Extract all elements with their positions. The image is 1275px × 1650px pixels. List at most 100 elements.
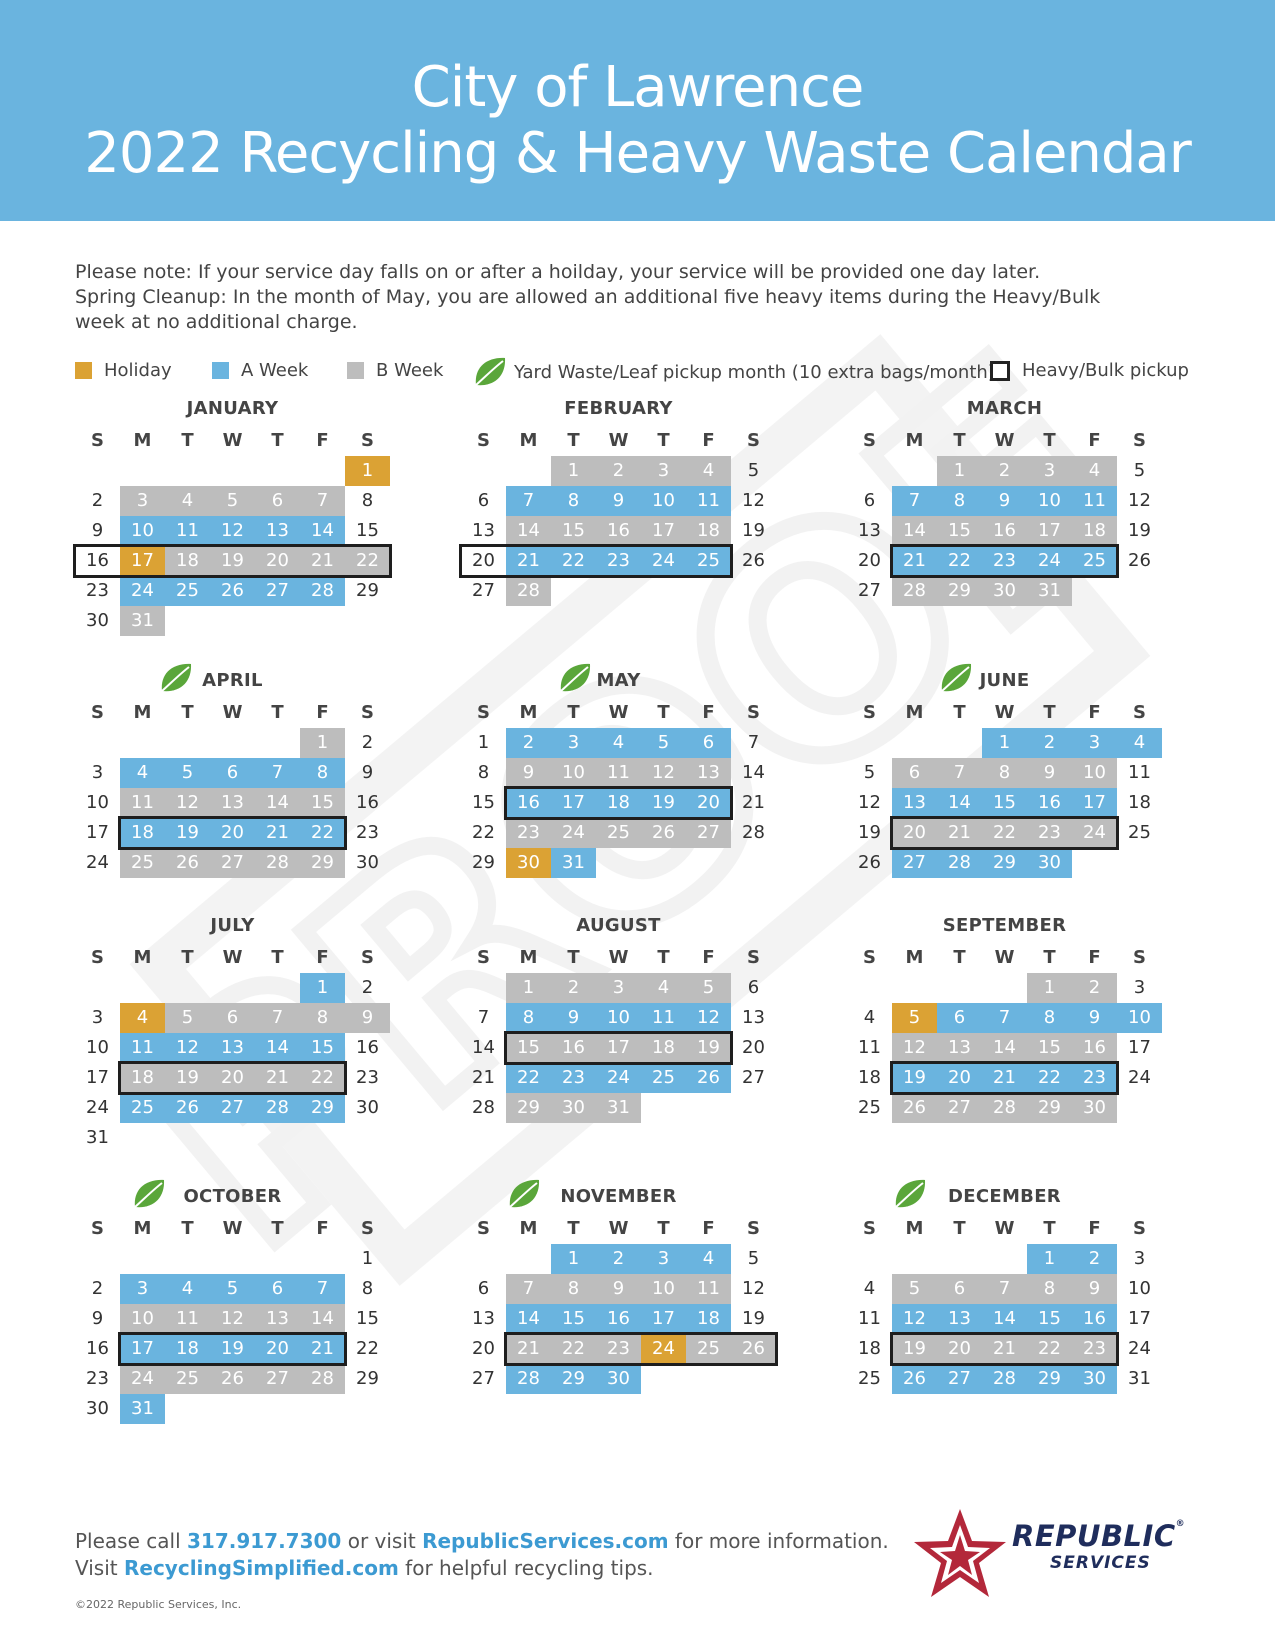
phone-number[interactable]: 317.917.7300 xyxy=(186,1529,342,1553)
day-cell: 30 xyxy=(551,1093,596,1123)
day-cell: 19 xyxy=(165,818,210,848)
day-cell: 9 xyxy=(91,520,104,541)
day-cell: 2 xyxy=(1072,973,1117,1003)
empty-cell xyxy=(892,973,937,1003)
day-cell: 31 xyxy=(86,1127,109,1148)
empty-cell xyxy=(847,728,892,758)
day-cell: 8 xyxy=(1027,1274,1072,1304)
day-cell: 7 xyxy=(300,486,345,516)
day-cell: 25 xyxy=(1072,546,1117,576)
day-cell: 8 xyxy=(361,1278,374,1299)
day-cell: 13 xyxy=(937,1033,982,1063)
empty-cell xyxy=(210,973,255,1003)
day-cell: 28 xyxy=(892,576,937,606)
day-cell: 4 xyxy=(120,758,165,788)
weekday-label: F xyxy=(702,430,715,451)
day-cell: 14 xyxy=(892,516,937,546)
day-cell: 29 xyxy=(356,1368,379,1389)
day-cell: 8 xyxy=(506,1003,551,1033)
day-cell: 20 xyxy=(892,818,937,848)
logo-text: REPUBLIC® SERVICES xyxy=(1012,1519,1185,1573)
logo-line2: SERVICES xyxy=(1050,1553,1151,1573)
day-cell: 25 xyxy=(1128,822,1151,843)
day-cell: 20 xyxy=(742,1037,765,1058)
day-cell: 18 xyxy=(641,1033,686,1063)
month-june: JUNE S M T W T F S 1 2 3 4 5 6 7 8 9 10 11 12 13 14 15 16 17 18 19… xyxy=(847,663,1162,878)
weekday-label: M xyxy=(133,1218,152,1239)
day-cell: 18 xyxy=(120,818,165,848)
day-cell: 11 xyxy=(596,758,641,788)
day-cell: 19 xyxy=(892,1334,937,1364)
day-cell: 20 xyxy=(472,1338,495,1359)
day-cell: 15 xyxy=(1027,1033,1072,1063)
day-cell: 29 xyxy=(1027,1093,1072,1123)
weekday-label: F xyxy=(1088,430,1101,451)
day-cell: 15 xyxy=(300,788,345,818)
holiday-swatch xyxy=(75,362,92,379)
day-cell: 24 xyxy=(1027,546,1072,576)
day-cell: 25 xyxy=(120,1093,165,1123)
day-cell: 2 xyxy=(596,456,641,486)
empty-cell xyxy=(120,456,165,486)
day-cell: 14 xyxy=(742,762,765,783)
day-cell: 19 xyxy=(686,1033,731,1063)
weekday-label: S xyxy=(361,947,374,968)
weekday-label: W xyxy=(608,1218,629,1239)
day-cell: 23 xyxy=(1072,1063,1117,1093)
day-cell: 26 xyxy=(1128,550,1151,571)
day-cell: 2 xyxy=(1072,1244,1117,1274)
day-cell: 20 xyxy=(255,1334,300,1364)
day-cell: 20 xyxy=(858,550,881,571)
month-title: JANUARY xyxy=(75,398,390,426)
day-cell: 7 xyxy=(477,1007,490,1028)
republic-link[interactable]: RepublicServices.com xyxy=(422,1529,669,1553)
day-cell: 3 xyxy=(1133,977,1146,998)
day-grid: 1 2 3 4 5 6 7 8 9 10 11 12 13 14 15 16 17 18 19 20 21 22 23 24 2… xyxy=(847,1244,1162,1394)
day-cell: 19 xyxy=(742,1308,765,1329)
day-cell: 1 xyxy=(1027,1244,1072,1274)
day-cell: 29 xyxy=(551,1364,596,1394)
day-cell: 15 xyxy=(506,1033,551,1063)
b-week-swatch xyxy=(347,362,364,379)
month-title: DECEMBER xyxy=(847,1179,1162,1214)
day-grid: 1 2 3 4 5 6 7 8 9 10 11 12 13 14 15 16 17 18 19 20 21 22 23 24 2… xyxy=(459,456,776,606)
day-cell: 19 xyxy=(892,1063,937,1093)
page-title-line1: City of Lawrence xyxy=(411,55,865,120)
month-december: DECEMBER S M T W T F S 1 2 3 4 5 6 7 8 9 10 11 12 13 14 15 16 17… xyxy=(847,1179,1162,1394)
day-cell: 11 xyxy=(641,1003,686,1033)
day-cell: 25 xyxy=(686,546,731,576)
day-cell: 15 xyxy=(300,1033,345,1063)
month-title: JULY xyxy=(75,915,390,943)
day-cell: 7 xyxy=(747,732,760,753)
weekday-label: M xyxy=(519,1218,538,1239)
recycling-link[interactable]: RecyclingSimplified.com xyxy=(123,1556,399,1580)
day-cell: 6 xyxy=(937,1003,982,1033)
day-cell: 1 xyxy=(300,728,345,758)
day-cell: 3 xyxy=(641,456,686,486)
day-cell: 16 xyxy=(356,1037,379,1058)
page-title-line2: 2022 Recycling & Heavy Waste Calendar xyxy=(84,121,1192,186)
weekday-label: T xyxy=(271,430,284,451)
day-cell: 6 xyxy=(210,1003,255,1033)
day-cell: 27 xyxy=(255,576,300,606)
day-cell: 2 xyxy=(551,973,596,1003)
day-cell: 3 xyxy=(91,762,104,783)
weekday-label: S xyxy=(91,702,104,723)
day-cell: 5 xyxy=(747,460,760,481)
month-april: APRIL S M T W T F S 1 2 3 4 5 6 7 8 9 10 11 12 13 14 15 16 17 18 1… xyxy=(75,663,390,878)
day-cell: 1 xyxy=(982,728,1027,758)
weekday-label: S xyxy=(1133,1218,1146,1239)
day-cell: 30 xyxy=(86,610,109,631)
day-cell: 10 xyxy=(1027,486,1072,516)
day-cell: 17 xyxy=(641,516,686,546)
empty-cell xyxy=(75,1244,120,1274)
day-cell: 14 xyxy=(472,1037,495,1058)
day-cell: 19 xyxy=(165,1063,210,1093)
day-cell: 12 xyxy=(641,758,686,788)
month-title: AUGUST xyxy=(461,915,776,943)
day-cell: 19 xyxy=(1128,520,1151,541)
day-cell: 26 xyxy=(641,818,686,848)
day-cell: 8 xyxy=(982,758,1027,788)
legend: Holiday A Week B Week Yard Waste/Leaf pi… xyxy=(0,357,1275,390)
